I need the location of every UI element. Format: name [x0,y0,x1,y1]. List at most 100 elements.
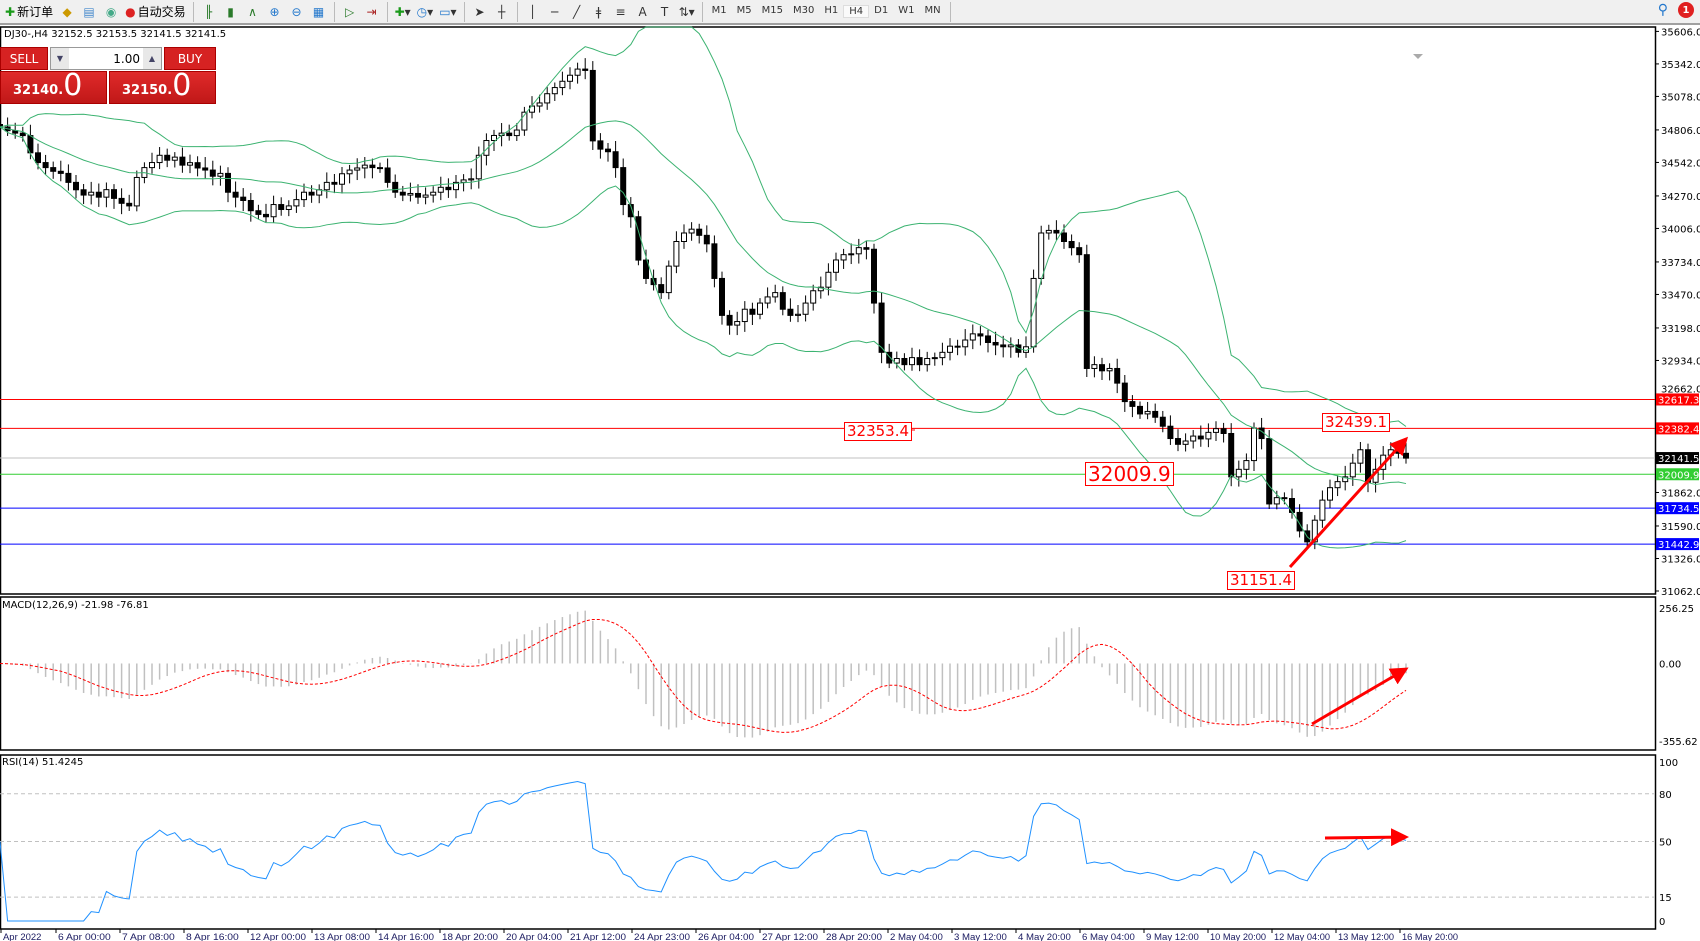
candle [19,126,26,142]
line-chart-button[interactable]: ∧ [242,1,264,23]
candle-body [802,302,809,315]
sell-button[interactable]: SELL [0,47,48,70]
candle-body [810,290,817,304]
timeframe-m5[interactable]: M5 [736,5,752,16]
price-tick-label: 32934.0 [1661,356,1700,367]
periods-button[interactable]: ◷ ▾ [416,4,434,19]
candle [559,71,566,96]
price-annotation[interactable]: 32353.4 [844,422,913,441]
chart-shift-button[interactable]: ⇥ [361,1,383,23]
crosshair-button[interactable]: ┼ [491,1,513,23]
market-watch-icon: ◆ [62,4,72,19]
candle [848,243,855,265]
bollinger-band-upper [0,26,1407,428]
candle-body [1137,405,1143,415]
candle-body [886,351,893,364]
trendline-button[interactable]: ╱ [566,1,588,23]
price-level-label: 31734.5 [1658,504,1699,515]
signal-button[interactable]: ◉ [100,1,122,23]
chart-area[interactable]: 35606.0 35342.0 35078.0 34806.0 34542.0 34270… [0,25,1700,941]
timeframe-m1[interactable]: M1 [711,5,727,16]
candle-body [1038,232,1045,279]
price-annotation[interactable]: 32439.1 [1322,413,1391,432]
candle-body [1076,247,1083,256]
timeframe-m30[interactable]: M30 [793,5,815,16]
vertical-line-button[interactable]: │ [522,1,544,23]
bollinger-band-middle [0,120,1407,485]
candle-body [1334,481,1341,489]
candle [1334,475,1341,497]
arrows-button[interactable]: ⇅ ▾ [678,4,695,19]
candle [506,124,513,141]
auto-scroll-button[interactable]: ▷ [339,1,361,23]
candle-body [840,254,847,261]
indicators-button[interactable]: ✚ ▾ [394,4,411,19]
candle-body [696,228,703,236]
lot-size-input[interactable] [69,51,143,66]
auto-trading-button[interactable]: ● 自动交易 [125,4,186,20]
navigator-button[interactable]: ▤ [78,1,100,23]
text-label-button[interactable]: T [654,1,676,23]
new-order-button[interactable]: ✚ 新订单 [5,4,54,20]
time-tick-label: 27 Apr 12:00 [762,932,818,941]
timeframe-m15[interactable]: M15 [761,5,784,16]
timeframe-w1[interactable]: W1 [898,5,915,16]
candle-body [536,102,543,107]
candle [80,183,87,205]
candle-body [293,199,300,207]
price-tick-label: 33198.0 [1661,324,1700,335]
search-icon[interactable]: ⚲ [1657,2,1668,18]
candle-body [582,68,589,71]
fibo-fan-button[interactable]: ≡ [610,1,632,23]
cursor-button[interactable]: ➤ [469,1,491,23]
candle-body [179,156,186,166]
candle-body [985,335,991,343]
macd-panel-border [0,596,1657,751]
zoom-in-button[interactable]: ⊕ [264,1,286,23]
candle [369,158,376,179]
candle-body [278,204,285,210]
horizontal-line-button[interactable]: ─ [544,1,566,23]
market-watch-button[interactable]: ◆ [56,1,78,23]
price-level-label: 32617.3 [1658,395,1699,406]
sell-price[interactable]: 32140. 0 [0,71,107,104]
candle [985,329,991,353]
buy-price[interactable]: 32150. 0 [109,71,216,104]
candle-body [947,345,953,353]
red-arrow-icon [1324,828,1409,847]
buy-button[interactable]: BUY [164,47,216,70]
candle [1251,422,1257,472]
price-tick-label: 33734.0 [1661,258,1700,269]
price-tick-label: 31590.0 [1661,522,1700,533]
timeframe-mn[interactable]: MN [924,5,941,16]
candle [437,176,444,201]
candle [255,204,262,220]
timeframe-d1[interactable]: D1 [874,5,889,16]
main-panel-border [0,26,1657,595]
zoom-out-button[interactable]: ⊖ [286,1,308,23]
notification-badge[interactable]: 1 [1678,2,1694,18]
lot-increase-button[interactable]: ▲ [143,48,161,69]
candle [65,164,72,191]
bar-chart-button[interactable]: ╟ [198,1,220,23]
candle-body [703,234,710,245]
timeframe-h4[interactable]: H4 [843,5,870,18]
macd-tick-label: 0.00 [1659,659,1681,670]
price-annotation[interactable]: 31151.4 [1227,571,1296,590]
lot-decrease-button[interactable]: ▼ [51,48,69,69]
templates-button[interactable]: ▭ ▾ [439,4,457,19]
candle [392,174,399,198]
timeframe-h1[interactable]: H1 [824,5,839,16]
text-button[interactable]: A [632,1,654,23]
candle-body [263,213,269,218]
candle [415,184,421,204]
fibonacci-button[interactable]: ǂ [588,1,610,23]
candle-body [361,164,368,169]
toolbar-divider [192,1,194,22]
candlestick-button[interactable]: ▮ [220,1,242,23]
candle-body [1175,438,1181,445]
candle [962,329,969,356]
candle [1243,453,1250,480]
tile-windows-button[interactable]: ▦ [308,1,330,23]
price-annotation[interactable]: 32009.9 [1085,462,1174,486]
